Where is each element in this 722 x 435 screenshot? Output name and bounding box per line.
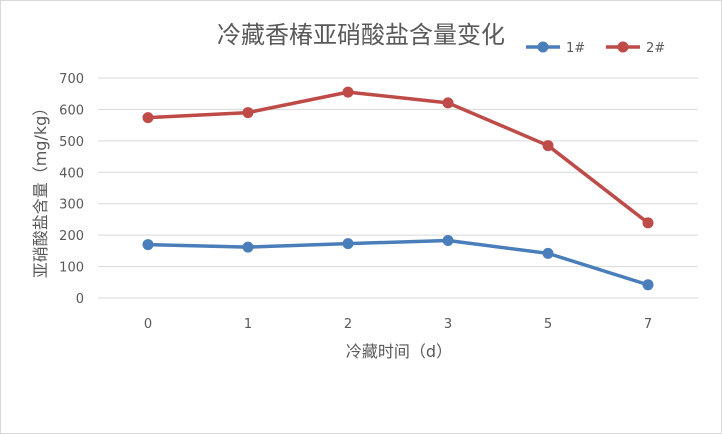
- x-tick-label: 5: [544, 317, 552, 332]
- x-axis-title: 冷藏时间（d）: [346, 342, 452, 361]
- data-point: [442, 97, 454, 109]
- y-tick-label: 200: [59, 229, 84, 244]
- y-axis-title: 亚硝酸盐含量（mg/kg）: [31, 100, 50, 279]
- x-tick-label: 0: [144, 317, 152, 332]
- data-point: [542, 247, 554, 259]
- y-tick-label: 600: [59, 103, 84, 118]
- legend-marker: [617, 41, 629, 53]
- legend-label: 2#: [646, 41, 665, 56]
- series-2: [142, 86, 654, 229]
- data-point: [642, 279, 654, 291]
- data-point: [542, 140, 554, 152]
- y-tick-label: 400: [59, 166, 84, 181]
- data-point: [242, 107, 254, 119]
- data-point: [242, 241, 254, 253]
- data-point: [142, 112, 154, 124]
- y-tick-label: 100: [59, 261, 84, 276]
- chart-title: 冷藏香椿亚硝酸盐含量变化: [217, 21, 505, 49]
- data-point: [342, 238, 354, 250]
- series-1: [142, 234, 654, 291]
- data-point: [442, 234, 454, 246]
- legend-marker: [537, 41, 549, 53]
- x-tick-label: 1: [244, 317, 252, 332]
- data-point: [142, 239, 154, 251]
- x-tick-label: 7: [644, 317, 652, 332]
- y-tick-label: 300: [59, 198, 84, 213]
- legend-item: 2#: [606, 41, 665, 56]
- data-point: [342, 86, 354, 98]
- legend-label: 1#: [566, 41, 585, 56]
- y-tick-label: 700: [59, 72, 84, 87]
- series-line: [146, 90, 650, 225]
- x-tick-label: 2: [344, 317, 352, 332]
- series-line: [146, 238, 650, 287]
- legend-item: 1#: [526, 41, 585, 56]
- legend: 1# 2#: [526, 41, 665, 56]
- y-tick-label: 500: [59, 135, 84, 150]
- data-point: [642, 217, 654, 229]
- y-tick-label: 0: [76, 292, 84, 307]
- x-tick-label: 3: [444, 317, 452, 332]
